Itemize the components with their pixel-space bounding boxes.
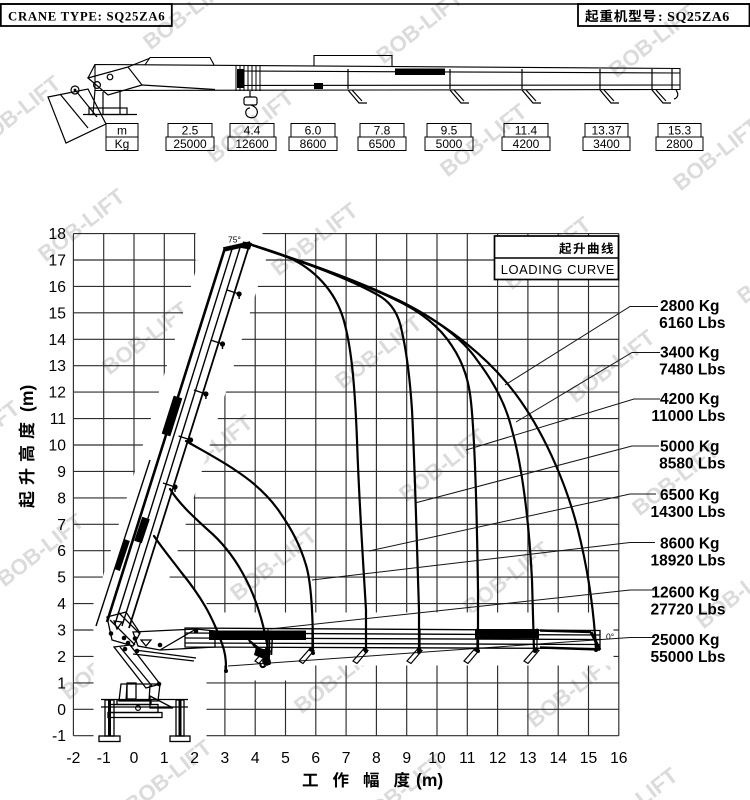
svg-text:6.0: 6.0 [305, 124, 322, 138]
svg-text:-2: -2 [66, 750, 80, 767]
svg-text:9: 9 [402, 750, 411, 767]
svg-text:17: 17 [49, 253, 66, 270]
svg-text:14: 14 [49, 332, 67, 349]
svg-text:5000: 5000 [436, 137, 463, 151]
svg-text:8: 8 [372, 750, 381, 767]
svg-text:(m): (m) [17, 385, 37, 412]
svg-text:7480 Lbs: 7480 Lbs [659, 362, 725, 379]
svg-text:4: 4 [57, 596, 66, 613]
svg-text:0: 0 [130, 750, 139, 767]
svg-text:25000 Kg: 25000 Kg [651, 632, 719, 649]
svg-text:3400: 3400 [593, 137, 620, 151]
svg-text:Kg: Kg [115, 137, 130, 151]
svg-text:13.37: 13.37 [591, 124, 621, 138]
svg-text:6: 6 [311, 750, 320, 767]
svg-text:15: 15 [49, 305, 67, 322]
svg-text:2800 Kg: 2800 Kg [660, 298, 719, 315]
svg-text:15.3: 15.3 [668, 124, 692, 138]
svg-text:10: 10 [49, 438, 67, 455]
svg-text:13: 13 [519, 750, 537, 767]
svg-text:6160 Lbs: 6160 Lbs [659, 315, 725, 332]
svg-text:6500 Kg: 6500 Kg [660, 487, 719, 504]
svg-text:16: 16 [49, 279, 67, 296]
svg-text:11.4: 11.4 [515, 124, 538, 138]
svg-text:8580 Lbs: 8580 Lbs [659, 456, 725, 473]
svg-text:7.8: 7.8 [374, 124, 391, 138]
svg-text:6500: 6500 [369, 137, 396, 151]
svg-text:3: 3 [221, 750, 230, 767]
svg-text:8: 8 [57, 490, 66, 507]
svg-text:8600: 8600 [300, 137, 327, 151]
svg-text:2.5: 2.5 [182, 124, 199, 138]
svg-text:9: 9 [57, 464, 66, 481]
svg-text:10: 10 [428, 750, 446, 767]
svg-text:18: 18 [49, 226, 67, 243]
svg-text:12: 12 [489, 750, 506, 767]
svg-text:2: 2 [57, 649, 66, 666]
svg-text:5: 5 [281, 750, 290, 767]
svg-text:1: 1 [57, 675, 66, 692]
svg-text:55000 Lbs: 55000 Lbs [651, 649, 726, 666]
svg-text:9.5: 9.5 [441, 124, 458, 138]
svg-text:4200 Kg: 4200 Kg [660, 391, 719, 408]
svg-text:-1: -1 [52, 728, 66, 745]
svg-text:0: 0 [57, 702, 66, 719]
svg-text:0°: 0° [606, 632, 614, 642]
svg-text:6: 6 [57, 543, 66, 560]
svg-text:7: 7 [57, 517, 66, 534]
svg-text:25000: 25000 [173, 137, 207, 151]
svg-text:1: 1 [160, 750, 169, 767]
svg-text:11000 Lbs: 11000 Lbs [651, 408, 725, 425]
svg-text:18920 Lbs: 18920 Lbs [651, 553, 726, 570]
svg-text:4: 4 [251, 750, 260, 767]
svg-text:: SQ25ZA6: : SQ25ZA6 [658, 10, 730, 25]
svg-text:14300 Lbs: 14300 Lbs [651, 504, 726, 521]
svg-text:(m): (m) [416, 770, 443, 790]
svg-text:2800: 2800 [666, 137, 693, 151]
svg-text:27720 Lbs: 27720 Lbs [651, 602, 726, 619]
svg-text:4200: 4200 [513, 137, 540, 151]
svg-text:12: 12 [49, 385, 66, 402]
svg-text:CRANE TYPE: SQ25ZA6: CRANE TYPE: SQ25ZA6 [8, 9, 165, 23]
svg-text:7: 7 [342, 750, 351, 767]
svg-text:5000 Kg: 5000 Kg [660, 439, 719, 456]
svg-text:14: 14 [549, 750, 567, 767]
svg-text:5: 5 [57, 570, 66, 587]
svg-text:12600 Kg: 12600 Kg [651, 585, 719, 602]
svg-text:m: m [117, 124, 127, 138]
svg-text:15: 15 [580, 750, 598, 767]
svg-text:13: 13 [49, 358, 67, 375]
svg-text:-1: -1 [97, 750, 111, 767]
svg-text:2: 2 [190, 750, 199, 767]
svg-text:LOADING CURVE: LOADING CURVE [501, 262, 615, 277]
svg-text:4.4: 4.4 [244, 124, 261, 138]
svg-text:12600: 12600 [235, 137, 269, 151]
svg-text:16: 16 [610, 750, 628, 767]
svg-text:75°: 75° [228, 235, 241, 245]
svg-text:11: 11 [459, 750, 475, 767]
svg-text:3400 Kg: 3400 Kg [660, 345, 719, 362]
svg-text:8600 Kg: 8600 Kg [660, 536, 719, 553]
svg-text:3: 3 [57, 623, 66, 640]
svg-text:11: 11 [50, 411, 66, 428]
